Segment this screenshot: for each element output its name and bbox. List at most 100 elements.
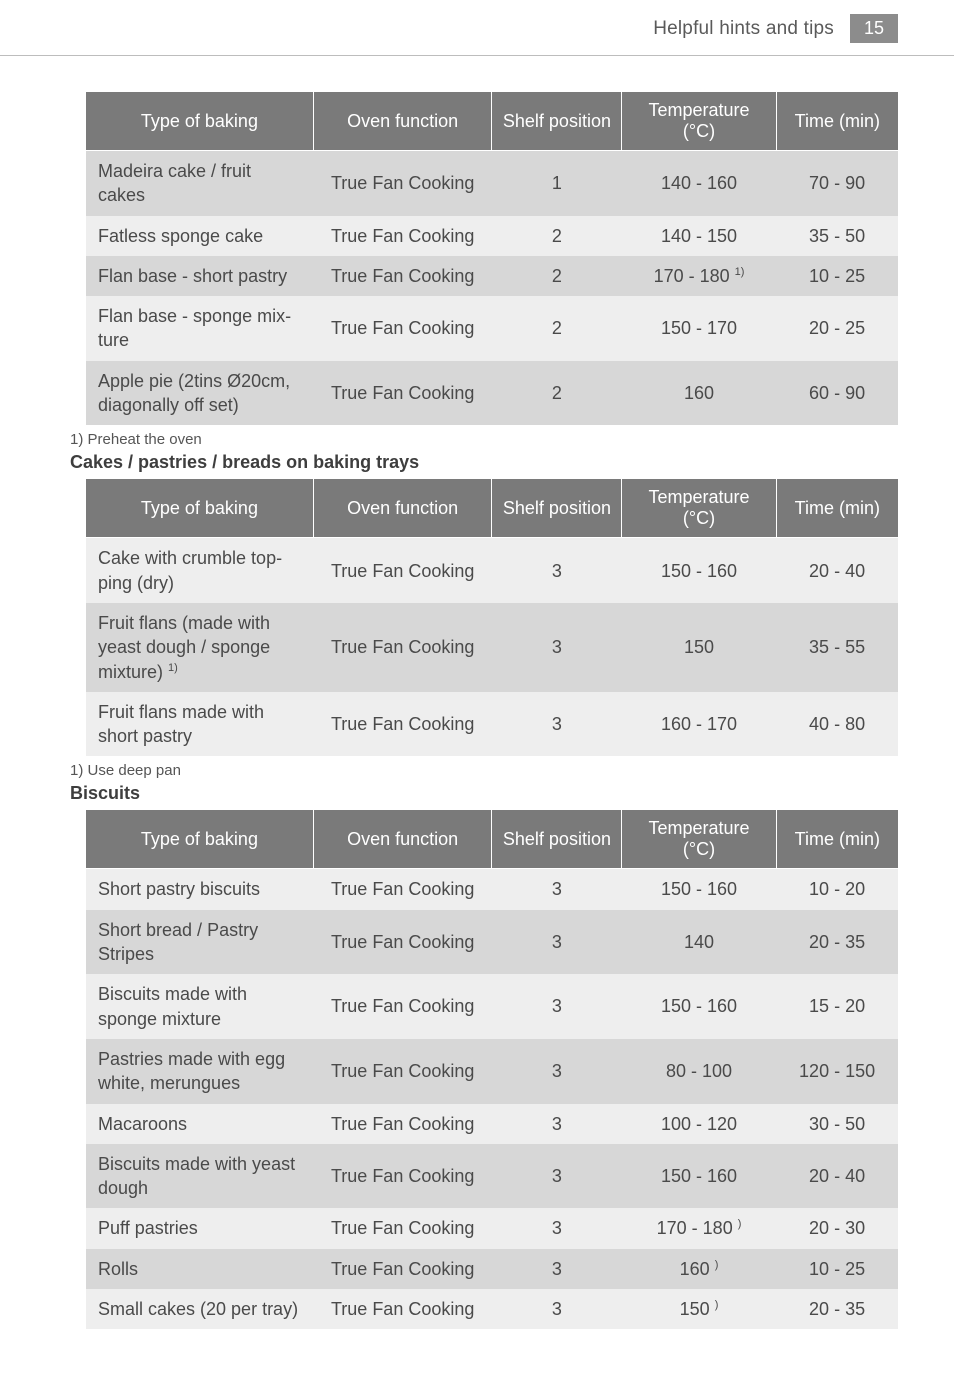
col-header-time: Time (min) (776, 810, 898, 869)
header-title: Helpful hints and tips (653, 18, 834, 40)
cell-temp: 140 (622, 910, 776, 975)
cell-temp: 160 ) (622, 1249, 776, 1289)
col-header-shelf: Shelf position (492, 92, 622, 151)
type-line3-sup: 1) (168, 662, 178, 674)
temp-val: 170 - 180 (654, 266, 730, 286)
cell-temp: 160 - 170 (622, 692, 776, 757)
col-header-type: Type of baking (86, 810, 313, 869)
cell-shelf: 3 (492, 692, 622, 757)
table-header-row: Type of baking Oven function Shelf posit… (86, 92, 898, 151)
cell-func: True Fan Cooking (313, 974, 492, 1039)
col-header-shelf: Shelf position (492, 810, 622, 869)
table-row: Flan base - sponge mix- ture True Fan Co… (86, 296, 898, 361)
cell-shelf: 2 (492, 256, 622, 296)
cell-time: 30 - 50 (776, 1104, 898, 1144)
cell-func: True Fan Cooking (313, 1289, 492, 1329)
cell-func: True Fan Cooking (313, 361, 492, 426)
cell-temp: 150 - 160 (622, 1144, 776, 1209)
table-header-row: Type of baking Oven function Shelf posit… (86, 810, 898, 869)
cell-func: True Fan Cooking (313, 1249, 492, 1289)
cell-shelf: 3 (492, 910, 622, 975)
cell-type: Fruit flans (made with yeast dough / spo… (86, 603, 313, 692)
cell-shelf: 3 (492, 1144, 622, 1209)
cell-shelf: 2 (492, 216, 622, 256)
table-header-row: Type of baking Oven function Shelf posit… (86, 479, 898, 538)
cell-func: True Fan Cooking (313, 296, 492, 361)
temp-sup: ) (715, 1259, 719, 1271)
table-row: Madeira cake / fruit cakes True Fan Cook… (86, 151, 898, 216)
cell-shelf: 3 (492, 1104, 622, 1144)
cell-temp: 170 - 180 1) (622, 256, 776, 296)
cell-type: Short bread / Pastry Stripes (86, 910, 313, 975)
page-root: Helpful hints and tips 15 Type of baking… (0, 0, 954, 1373)
table-row: Puff pastries True Fan Cooking 3 170 - 1… (86, 1208, 898, 1248)
cell-func: True Fan Cooking (313, 216, 492, 256)
cell-shelf: 3 (492, 1208, 622, 1248)
footnote-2: 1) Use deep pan (70, 762, 898, 779)
cell-type: Madeira cake / fruit cakes (86, 151, 313, 216)
col-header-func: Oven function (313, 479, 492, 538)
cell-time: 20 - 35 (776, 910, 898, 975)
cell-func: True Fan Cooking (313, 910, 492, 975)
col-header-temp: Temperature (°C) (622, 92, 776, 151)
cell-time: 60 - 90 (776, 361, 898, 426)
table-row: Fatless sponge cake True Fan Cooking 2 1… (86, 216, 898, 256)
table-block-1: Type of baking Oven function Shelf posit… (86, 92, 898, 425)
table-row: Flan base - short pastry True Fan Cookin… (86, 256, 898, 296)
cell-func: True Fan Cooking (313, 538, 492, 603)
cell-shelf: 3 (492, 1039, 622, 1104)
table-row: Pastries made with egg white, merungues … (86, 1039, 898, 1104)
cell-temp: 160 (622, 361, 776, 426)
cell-type: Small cakes (20 per tray) (86, 1289, 313, 1329)
cell-func: True Fan Cooking (313, 603, 492, 692)
cell-func: True Fan Cooking (313, 256, 492, 296)
cell-temp: 140 - 160 (622, 151, 776, 216)
col-header-type: Type of baking (86, 92, 313, 151)
cell-time: 120 - 150 (776, 1039, 898, 1104)
table-row: Apple pie (2tins Ø20cm, diagonally off s… (86, 361, 898, 426)
section-title-3: Biscuits (70, 783, 898, 804)
table-row: Fruit flans (made with yeast dough / spo… (86, 603, 898, 692)
cell-shelf: 3 (492, 1249, 622, 1289)
baking-table-3: Type of baking Oven function Shelf posit… (86, 810, 898, 1329)
cell-shelf: 3 (492, 603, 622, 692)
cell-type: Rolls (86, 1249, 313, 1289)
temp-val: 170 - 180 (657, 1218, 733, 1238)
cell-time: 35 - 55 (776, 603, 898, 692)
cell-time: 10 - 25 (776, 256, 898, 296)
cell-shelf: 2 (492, 296, 622, 361)
cell-type: Apple pie (2tins Ø20cm, diagonally off s… (86, 361, 313, 426)
cell-temp: 150 - 160 (622, 974, 776, 1039)
table-row: Macaroons True Fan Cooking 3 100 - 120 3… (86, 1104, 898, 1144)
cell-func: True Fan Cooking (313, 1144, 492, 1209)
footnote-1: 1) Preheat the oven (70, 431, 898, 448)
cell-temp: 150 - 170 (622, 296, 776, 361)
col-header-type: Type of baking (86, 479, 313, 538)
table-row: Short pastry biscuits True Fan Cooking 3… (86, 869, 898, 910)
table-row: Fruit flans made with short pastry True … (86, 692, 898, 757)
table-row: Biscuits made with sponge mixture True F… (86, 974, 898, 1039)
cell-time: 20 - 40 (776, 1144, 898, 1209)
table-row: Short bread / Pastry Stripes True Fan Co… (86, 910, 898, 975)
cell-type: Macaroons (86, 1104, 313, 1144)
type-line3-pre: mixture) (98, 662, 163, 682)
cell-time: 35 - 50 (776, 216, 898, 256)
cell-type: Fatless sponge cake (86, 216, 313, 256)
cell-temp: 100 - 120 (622, 1104, 776, 1144)
temp-sup: 1) (735, 266, 745, 278)
type-line1: Fruit flans (made with (98, 613, 270, 633)
table-row: Cake with crumble top- ping (dry) True F… (86, 538, 898, 603)
cell-type: Biscuits made with sponge mixture (86, 974, 313, 1039)
cell-shelf: 3 (492, 869, 622, 910)
temp-val: 150 (680, 1299, 710, 1319)
col-header-func: Oven function (313, 810, 492, 869)
cell-time: 20 - 35 (776, 1289, 898, 1329)
col-header-time: Time (min) (776, 479, 898, 538)
baking-table-1: Type of baking Oven function Shelf posit… (86, 92, 898, 425)
table-block-3: Type of baking Oven function Shelf posit… (86, 810, 898, 1329)
temp-sup: ) (738, 1218, 742, 1230)
col-header-time: Time (min) (776, 92, 898, 151)
cell-type: Puff pastries (86, 1208, 313, 1248)
cell-shelf: 3 (492, 974, 622, 1039)
baking-table-2: Type of baking Oven function Shelf posit… (86, 479, 898, 756)
